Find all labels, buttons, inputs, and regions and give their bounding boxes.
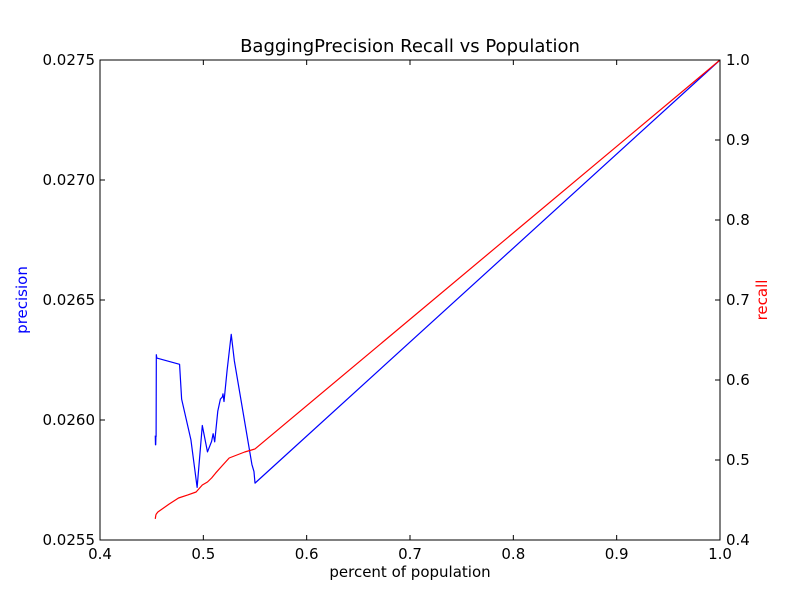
x-axis-label: percent of population [329,563,490,581]
x-tick-label: 0.6 [295,545,319,563]
chart-title: BaggingPrecision Recall vs Population [240,36,580,57]
right-y-tick-label: 0.6 [726,371,750,389]
series-line-precision [154,59,721,489]
left-y-tick-label: 0.0270 [43,171,96,189]
x-tick-label: 0.9 [605,545,629,563]
left-y-tick-label: 0.0260 [43,411,96,429]
left-y-axis-label: precision [13,266,31,334]
right-y-tick-label: 0.9 [726,131,750,149]
x-tick-label: 0.7 [398,545,422,563]
x-tick-label: 0.5 [191,545,215,563]
left-y-tick-label: 0.0265 [43,291,96,309]
left-y-tick-label: 0.0255 [43,531,96,549]
x-tick-label: 1.0 [708,545,732,563]
right-y-tick-label: 0.7 [726,291,750,309]
left-y-axis-ticks: 0.0255 0.0260 0.0265 0.0270 0.0275 [43,51,105,549]
series-layer [154,59,721,519]
right-y-tick-label: 0.8 [726,211,750,229]
x-tick-label: 0.4 [88,545,112,563]
right-y-axis-ticks: 0.4 0.5 0.6 0.7 0.8 0.9 1.0 [715,51,750,549]
x-tick-label: 0.8 [501,545,525,563]
series-line-recall [154,59,721,519]
x-axis-ticks: 0.4 0.5 0.6 0.7 0.8 0.9 1.0 [88,60,732,563]
left-y-tick-label: 0.0275 [43,51,96,69]
right-y-tick-label: 0.5 [726,451,750,469]
right-y-tick-label: 1.0 [726,51,750,69]
right-y-tick-label: 0.4 [726,531,750,549]
right-y-axis-label: recall [753,280,771,321]
